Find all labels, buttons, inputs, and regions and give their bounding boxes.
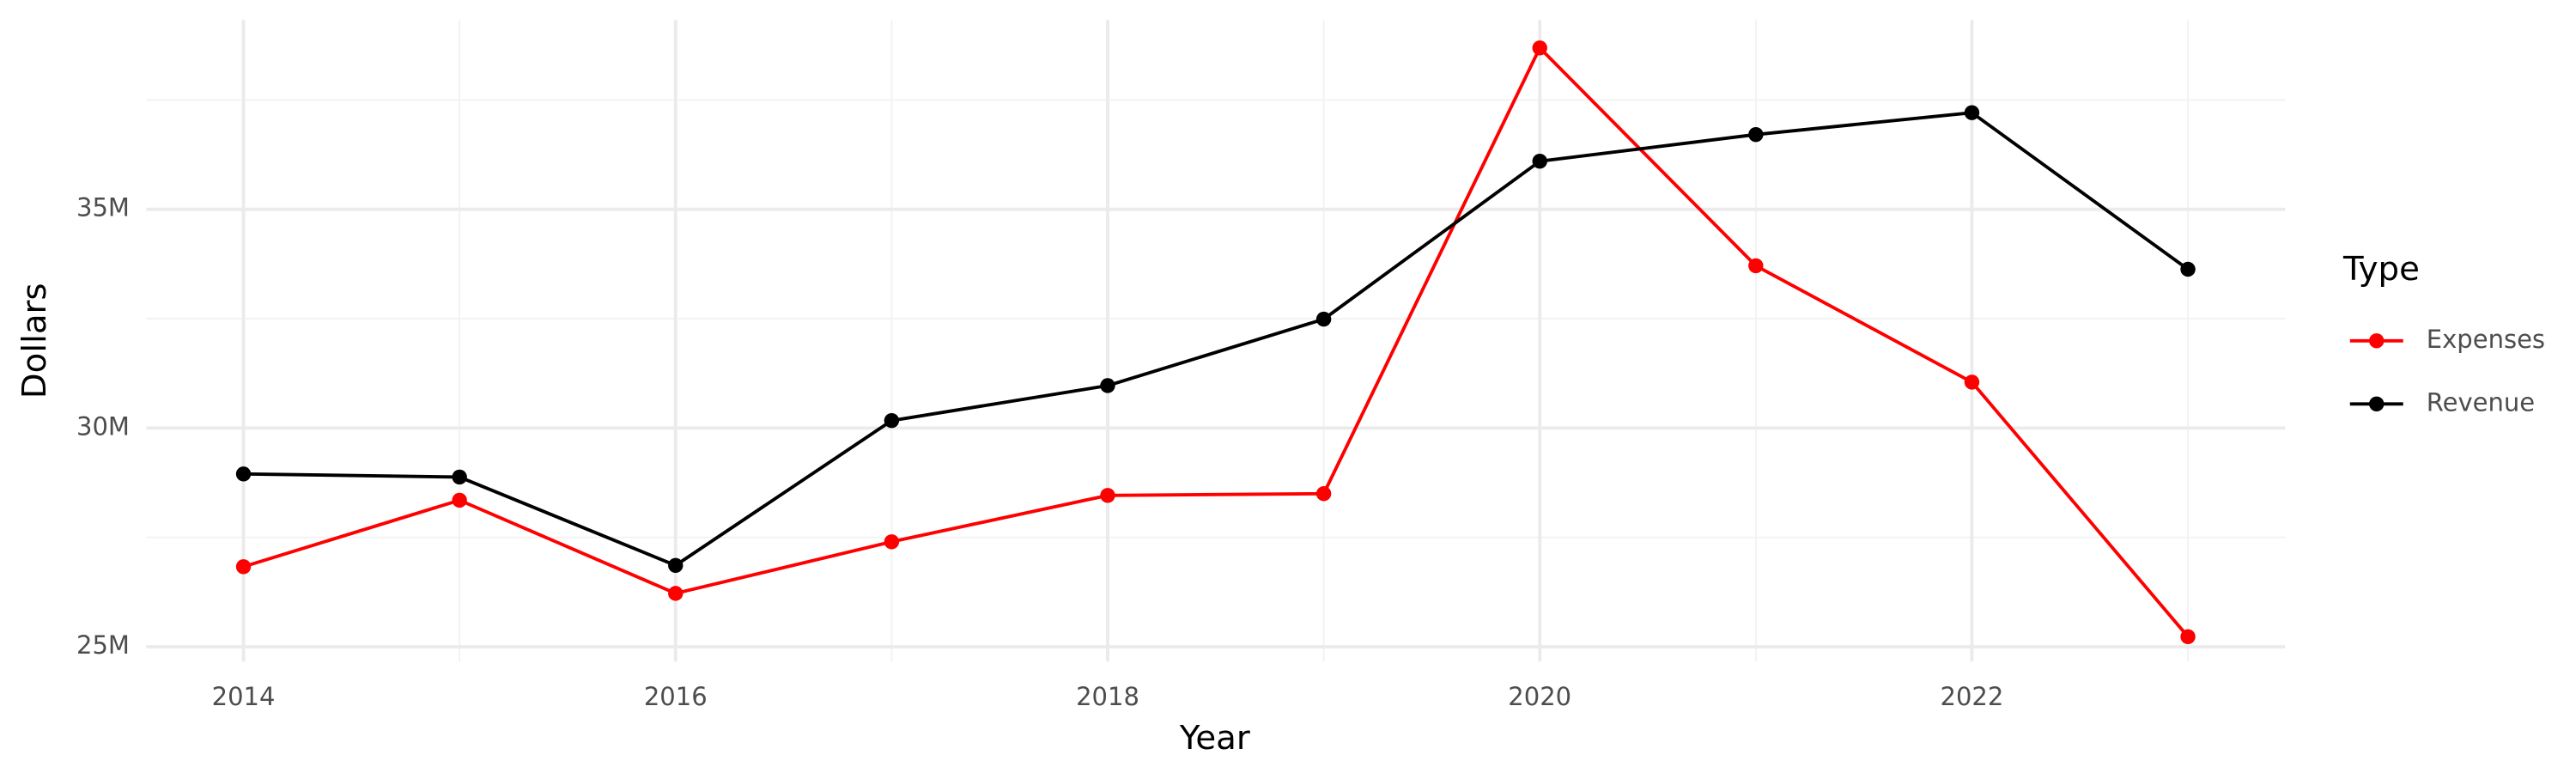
y-tick-label: 35M bbox=[76, 193, 130, 222]
data-point bbox=[2180, 629, 2196, 645]
data-point bbox=[668, 586, 683, 601]
x-tick-label: 2020 bbox=[1508, 682, 1571, 711]
data-point bbox=[1748, 126, 1764, 143]
legend-label: Expenses bbox=[2427, 325, 2545, 354]
y-tick-label: 25M bbox=[76, 630, 130, 660]
data-point bbox=[884, 413, 900, 429]
legend-label: Revenue bbox=[2427, 387, 2535, 417]
x-tick-label: 2014 bbox=[212, 682, 276, 711]
y-axis-title: Dollars bbox=[15, 283, 54, 399]
data-point bbox=[235, 466, 252, 482]
series-line bbox=[242, 45, 2190, 638]
data-point bbox=[668, 557, 683, 573]
data-point bbox=[1964, 105, 1980, 120]
data-point bbox=[452, 469, 467, 485]
data-point bbox=[1748, 258, 1764, 274]
data-point bbox=[235, 559, 252, 575]
data-point bbox=[1532, 40, 1547, 56]
data-point bbox=[1964, 374, 1980, 390]
data-point bbox=[1100, 378, 1115, 393]
legend-key-point bbox=[2369, 396, 2385, 412]
x-tick-label: 2018 bbox=[1076, 682, 1139, 711]
x-axis-title: Year bbox=[1179, 719, 1250, 758]
legend-key-point bbox=[2369, 333, 2385, 349]
data-point bbox=[1315, 486, 1332, 502]
legend-title: Type bbox=[2342, 250, 2420, 289]
data-point bbox=[1532, 154, 1547, 169]
x-tick-label: 2016 bbox=[644, 682, 708, 711]
data-point bbox=[452, 492, 467, 508]
data-point bbox=[1315, 311, 1332, 327]
series-line bbox=[243, 111, 2190, 568]
data-point bbox=[884, 534, 900, 550]
data-point bbox=[2180, 261, 2196, 277]
x-tick-label: 2022 bbox=[1941, 682, 2004, 711]
data-point bbox=[1100, 488, 1115, 503]
y-tick-label: 30M bbox=[76, 411, 130, 441]
